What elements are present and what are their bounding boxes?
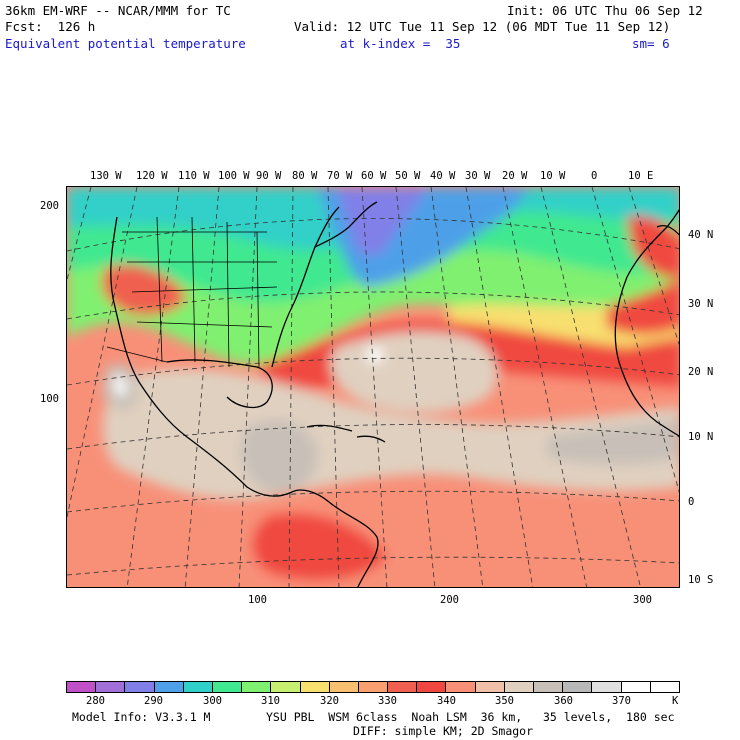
colorbar-label: 310	[261, 695, 280, 707]
forecast-hour: Fcst: 126 h	[5, 19, 96, 34]
lat-label: 20 N	[688, 366, 714, 378]
colorbar-swatch	[621, 682, 651, 692]
colorbar-label: 280	[86, 695, 105, 707]
colorbar-swatch	[271, 682, 301, 692]
lon-label: 130 W	[90, 170, 122, 182]
colorbar-swatch	[592, 682, 622, 692]
colorbar	[66, 681, 680, 693]
coastlines	[110, 201, 679, 587]
colorbar-swatch	[183, 682, 213, 692]
level-info: at k-index = 35	[340, 36, 461, 51]
grid-y-label: 200	[40, 200, 59, 212]
lon-label: 50 W	[395, 170, 421, 182]
colorbar-swatch	[563, 682, 593, 692]
colorbar-label: 360	[554, 695, 573, 707]
colorbar-labels: 280 290 300 310 320 330 340 350 360 370 …	[66, 695, 680, 707]
lat-label: 30 N	[688, 298, 714, 310]
field-name: Equivalent potential temperature	[5, 36, 246, 51]
model-title: 36km EM-WRF -- NCAR/MMM for TC	[5, 3, 231, 18]
colorbar-swatch	[475, 682, 505, 692]
lon-label: 20 W	[502, 170, 528, 182]
lon-label: 0	[591, 170, 598, 182]
grid-y-label: 100	[40, 393, 59, 405]
political-boundaries	[106, 216, 278, 368]
colorbar-swatch	[154, 682, 184, 692]
lon-label: 100 W	[218, 170, 250, 182]
lon-label: 10 E	[628, 170, 654, 182]
colorbar-swatch	[650, 682, 679, 692]
lon-label: 10 W	[540, 170, 566, 182]
colorbar-label: 300	[203, 695, 222, 707]
lon-label: 60 W	[361, 170, 387, 182]
grid-x-label: 300	[633, 594, 652, 606]
model-info: Model Info: V3.3.1 M	[72, 710, 211, 724]
lon-label: 80 W	[292, 170, 318, 182]
colorbar-label: 340	[437, 695, 456, 707]
physics-info: YSU PBL WSM 6class Noah LSM 36 km, 35 le…	[266, 710, 675, 724]
grid-x-label: 100	[248, 594, 267, 606]
lat-label: 10 N	[688, 431, 714, 443]
colorbar-swatch	[504, 682, 534, 692]
colorbar-swatch	[388, 682, 418, 692]
smoothing-info: sm= 6	[632, 36, 670, 51]
field-shading	[67, 187, 679, 587]
graticule	[67, 187, 679, 587]
colorbar-label: 330	[378, 695, 397, 707]
init-time: Init: 06 UTC Thu 06 Sep 12	[507, 3, 703, 18]
colorbar-swatch	[329, 682, 359, 692]
colorbar-swatch	[125, 682, 155, 692]
lon-label: 70 W	[327, 170, 353, 182]
colorbar-swatch	[534, 682, 564, 692]
lat-label: 0	[688, 496, 695, 508]
colorbar-swatch	[242, 682, 272, 692]
colorbar-swatch	[300, 682, 330, 692]
diffusion-info: DIFF: simple KM; 2D Smagor	[353, 724, 534, 738]
colorbar-swatch	[96, 682, 126, 692]
theta-e-map	[66, 186, 680, 588]
grid-x-label: 200	[440, 594, 459, 606]
lon-label: 40 W	[430, 170, 456, 182]
valid-time: Valid: 12 UTC Tue 11 Sep 12 (06 MDT Tue …	[294, 19, 671, 34]
colorbar-swatch	[417, 682, 447, 692]
lon-label: 90 W	[256, 170, 282, 182]
lat-label: 10 S	[688, 574, 714, 586]
colorbar-unit: K	[672, 695, 679, 707]
lat-label: 40 N	[688, 229, 714, 241]
colorbar-swatch	[358, 682, 389, 692]
map-canvas	[67, 187, 679, 587]
colorbar-label: 350	[495, 695, 514, 707]
colorbar-label: 290	[144, 695, 163, 707]
colorbar-swatch	[446, 682, 476, 692]
colorbar-swatch	[67, 682, 97, 692]
colorbar-swatch	[212, 682, 243, 692]
lon-label: 30 W	[465, 170, 491, 182]
lon-label: 110 W	[178, 170, 210, 182]
colorbar-label: 370	[612, 695, 631, 707]
colorbar-label: 320	[320, 695, 339, 707]
lon-label: 120 W	[136, 170, 168, 182]
